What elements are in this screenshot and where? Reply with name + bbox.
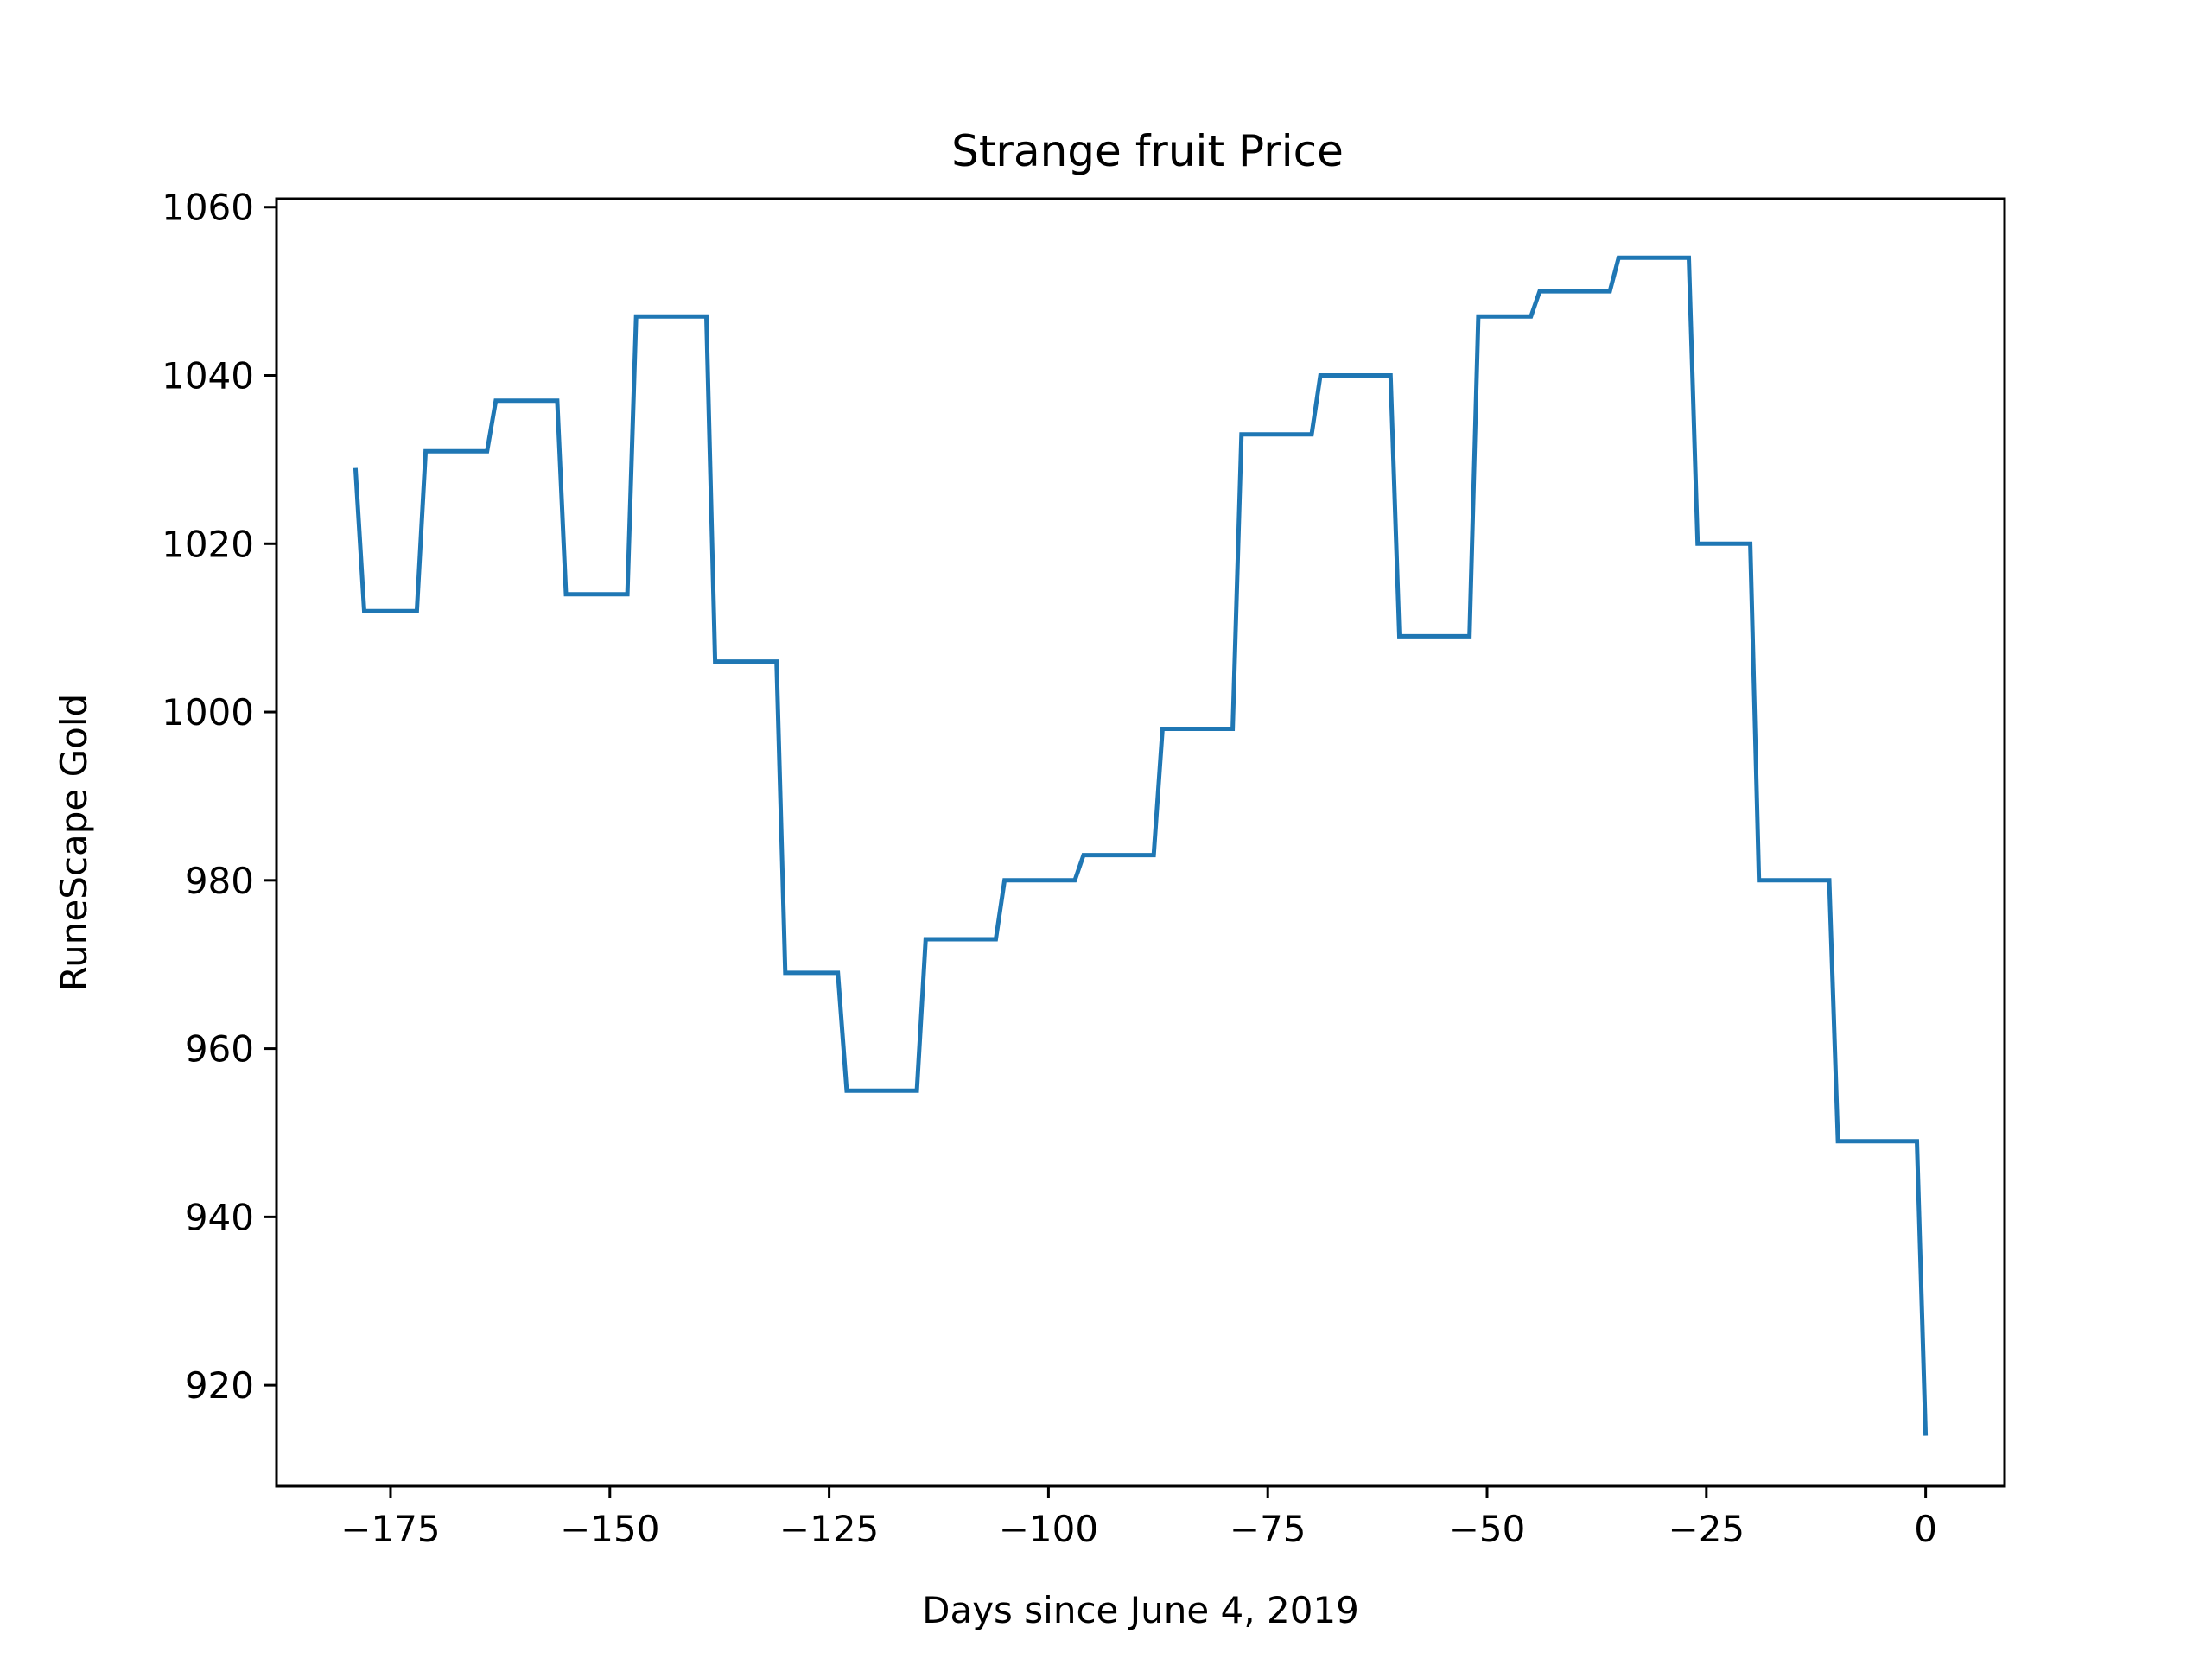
plot-frame bbox=[275, 197, 2006, 1488]
y-tick-label: 920 bbox=[185, 1364, 254, 1407]
y-tick-label: 1020 bbox=[162, 523, 254, 565]
y-tick-label: 940 bbox=[185, 1196, 254, 1238]
y-tick-label: 960 bbox=[185, 1028, 254, 1071]
x-tick-label: −75 bbox=[1230, 1508, 1306, 1550]
x-tick-label: −175 bbox=[340, 1508, 440, 1550]
y-axis-label: RuneScape Gold bbox=[53, 694, 95, 991]
x-tick-label: 0 bbox=[1914, 1508, 1937, 1550]
x-tick-label: −50 bbox=[1449, 1508, 1526, 1550]
x-tick-label: −125 bbox=[779, 1508, 879, 1550]
series-layer bbox=[353, 255, 1929, 1436]
y-axis-ticks: 920 940 960 980 1000 1020 1040 1060 bbox=[162, 187, 276, 1407]
y-tick-label: 980 bbox=[185, 860, 254, 902]
y-tick-label: 1040 bbox=[162, 355, 254, 397]
series-line bbox=[353, 255, 1929, 1436]
y-tick-label: 1000 bbox=[162, 691, 254, 734]
x-axis-label: Days since June 4, 2019 bbox=[922, 1589, 1359, 1631]
y-tick-label: 1060 bbox=[162, 187, 254, 229]
x-tick-label: −100 bbox=[999, 1508, 1098, 1550]
x-tick-label: −150 bbox=[560, 1508, 659, 1550]
chart-title: Strange fruit Price bbox=[951, 126, 1344, 176]
x-axis-ticks: −175 −150 −125 −100 −75 −50 −25 0 bbox=[340, 1486, 1937, 1550]
x-tick-label: −25 bbox=[1669, 1508, 1745, 1550]
